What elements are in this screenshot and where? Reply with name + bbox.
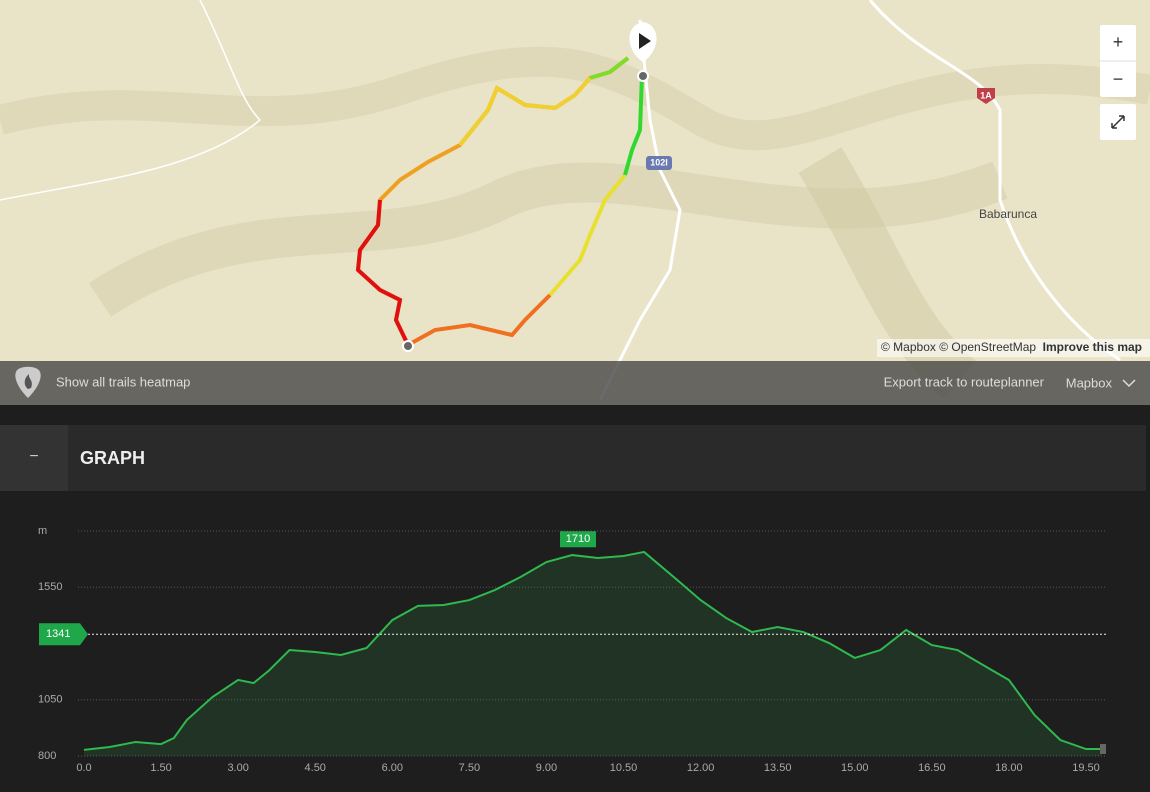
max-label: 1710 xyxy=(566,533,590,545)
collapse-button[interactable]: − xyxy=(29,448,38,465)
x-tick-label: 3.00 xyxy=(227,762,248,774)
x-tick-label: 6.00 xyxy=(382,762,403,774)
zoom-in[interactable]: + xyxy=(1113,32,1124,52)
road-label: 102I xyxy=(650,157,668,167)
y-tick-label: 1050 xyxy=(38,694,62,706)
elevation-chart: m 800 1050 1550 0.0 1.50 3.00 4.50 6.00 7.50 9.00 1… xyxy=(38,525,1106,774)
x-tick-label: 18.00 xyxy=(995,762,1023,774)
x-tick-label: 10.50 xyxy=(610,762,638,774)
improve-link[interactable]: Improve this map xyxy=(1043,340,1142,354)
reference-flag xyxy=(39,623,88,646)
x-tick-label: 1.50 xyxy=(150,762,171,774)
x-tick-label: 0.0 xyxy=(76,762,91,774)
zoom-out[interactable]: − xyxy=(1113,69,1124,89)
x-tick-label: 4.50 xyxy=(305,762,326,774)
x-tick-label: 13.50 xyxy=(764,762,792,774)
attribution: © Mapbox © OpenStreetMap xyxy=(881,340,1036,354)
y-tick-label: 1550 xyxy=(38,581,62,593)
x-tick-label: 7.50 xyxy=(459,762,480,774)
area xyxy=(84,551,1102,756)
x-tick-label: 16.50 xyxy=(918,762,946,774)
reference-label: 1341 xyxy=(46,628,70,640)
max-flag xyxy=(560,531,596,548)
graph-panel: − GRAPH xyxy=(0,405,1150,792)
x-tick-label: 9.00 xyxy=(536,762,557,774)
x-tick-label: 15.00 xyxy=(841,762,869,774)
x-tick-label: 19.50 xyxy=(1072,762,1100,774)
end-marker xyxy=(1100,744,1106,754)
export-link[interactable]: Export track to routeplanner xyxy=(884,374,1045,389)
panel-title: GRAPH xyxy=(80,448,145,468)
x-tick-label: 12.00 xyxy=(687,762,715,774)
y-unit: m xyxy=(38,525,47,537)
heatmap-toggle[interactable]: Show all trails heatmap xyxy=(56,374,190,389)
line xyxy=(83,550,1102,751)
road-label: 1A xyxy=(980,90,992,100)
map[interactable]: 102I 1A Babarunca + − © Mapbox © OpenStr… xyxy=(0,0,1150,405)
place-label: Babarunca xyxy=(979,207,1037,221)
y-tick-label: 800 xyxy=(38,750,56,762)
layer-select[interactable]: Mapbox xyxy=(1066,375,1113,390)
